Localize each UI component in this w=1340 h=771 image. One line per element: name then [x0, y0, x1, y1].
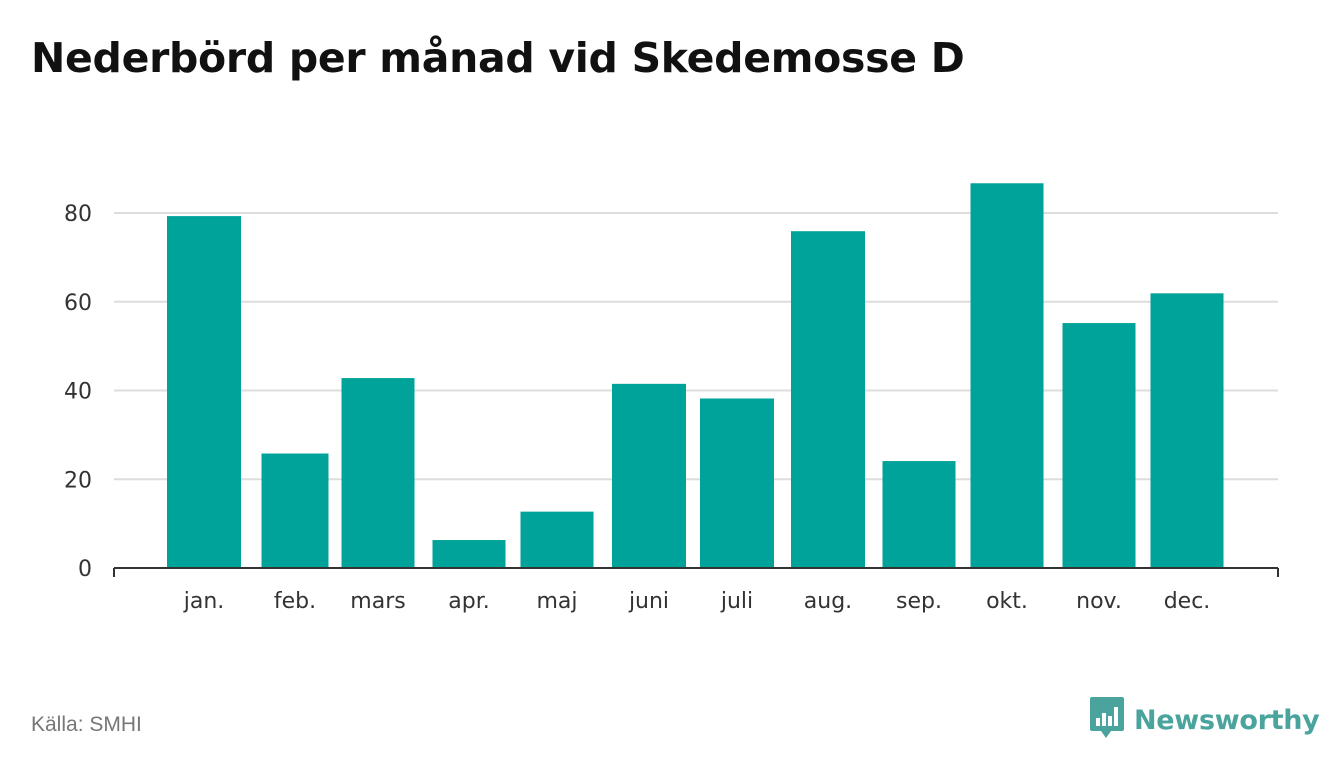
y-tick-label: 0: [78, 557, 92, 582]
bar-9: [882, 461, 956, 568]
bar-series: [167, 183, 1224, 569]
x-tick-label: okt.: [986, 589, 1028, 614]
bar-chart: 0 20 40 60 80 jan. feb. mars apr. maj juni juli aug…: [64, 183, 1279, 614]
bar-7: [700, 398, 774, 568]
x-tick-label: juli: [720, 589, 753, 614]
x-tick-label: juni: [628, 589, 669, 614]
y-tick-label: 60: [64, 291, 92, 316]
x-tick-label: apr.: [448, 589, 489, 614]
y-axis-labels: 0 20 40 60 80: [64, 202, 92, 582]
y-tick-label: 80: [64, 202, 92, 227]
bar-11: [1062, 323, 1136, 568]
x-tick-label: dec.: [1164, 589, 1211, 614]
bar-4: [432, 540, 506, 568]
source-note: Källa: SMHI: [31, 713, 142, 736]
brand-logo: Newsworthy: [1089, 696, 1320, 745]
x-tick-label: jan.: [183, 589, 225, 614]
bar-5: [520, 511, 594, 568]
bar-chart-speech-bubble-icon: [1089, 696, 1125, 745]
bar-3: [341, 378, 415, 568]
bar-6: [612, 383, 686, 568]
bar-8: [791, 231, 865, 568]
bar-12: [1150, 293, 1224, 568]
x-tick-label: nov.: [1076, 589, 1122, 614]
brand-name: Newsworthy: [1134, 704, 1320, 736]
y-tick-label: 20: [64, 468, 92, 493]
bar-1: [167, 216, 241, 568]
x-tick-label: sep.: [896, 589, 942, 614]
x-tick-label: feb.: [274, 589, 316, 614]
y-tick-label: 40: [64, 380, 92, 405]
x-tick-label: mars: [350, 589, 405, 614]
chart-title: Nederbörd per månad vid Skedemosse D: [31, 34, 965, 82]
x-axis-labels: jan. feb. mars apr. maj juni juli aug. sep. okt. n…: [183, 589, 1211, 614]
x-tick-label: maj: [536, 589, 577, 614]
bar-2: [261, 453, 329, 568]
x-axis: [113, 567, 1279, 577]
bar-10: [970, 183, 1044, 569]
x-tick-label: aug.: [804, 589, 852, 614]
